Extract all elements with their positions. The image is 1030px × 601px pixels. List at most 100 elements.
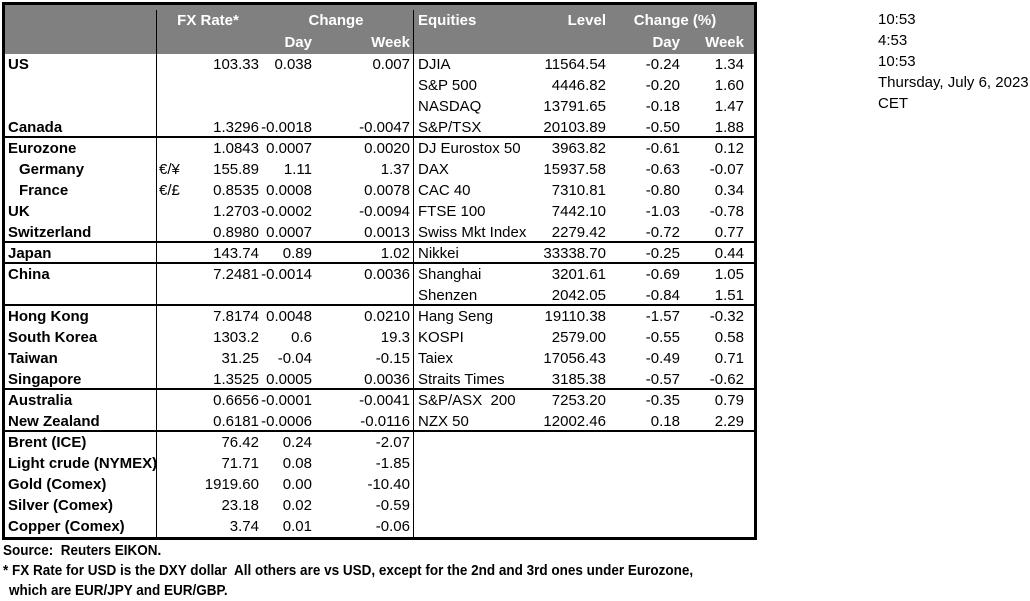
equity-level-value: 19110.38 — [544, 308, 606, 325]
row-spacer — [744, 495, 754, 516]
header-row-2: Day Week Day Week — [5, 32, 754, 54]
fx-week-change-value: -0.0041 — [359, 392, 410, 409]
currency-pair-label — [157, 474, 181, 495]
currency-pair-label — [157, 306, 181, 327]
equity-level-value: 4446.82 — [551, 77, 606, 94]
row-spacer — [744, 285, 754, 304]
equity-index-name — [413, 432, 536, 453]
row-spacer — [744, 390, 754, 411]
table-row: China 7.2481 -0.0014 0.0036 Shanghai 3201.61 -… — [5, 264, 754, 285]
fx-rate-value — [181, 75, 259, 96]
table-row: Light crude (NYMEX) 71.71 0.08 -1.85 — [5, 453, 754, 474]
currency-pair-label: €/£ — [159, 182, 180, 199]
equity-index-name: Shenzen — [413, 285, 536, 304]
header-empty-cell — [536, 32, 606, 54]
market-summary-table: FX Rate* Change Equities Level Change (%… — [2, 2, 757, 540]
footnotes: Source: Reuters EIKON. * FX Rate for USD… — [3, 541, 770, 601]
equity-level-value: 7442.10 — [551, 203, 606, 220]
table-row: UK 1.2703 -0.0002 -0.0094 FTSE 100 7442.10 -1.… — [5, 201, 754, 222]
fx-day-change-value: -0.0002 — [261, 203, 312, 220]
equity-index-name: Hang Seng — [413, 306, 536, 327]
equity-index-name — [413, 516, 536, 537]
fx-rate-value: 1.0843 — [213, 140, 259, 157]
equity-week-change-value: -0.07 — [709, 161, 744, 178]
table-row: Brent (ICE) 76.42 0.24 -2.07 — [5, 432, 754, 453]
currency-pair-label — [157, 222, 181, 241]
fx-change-header: Change — [308, 12, 364, 29]
fx-week-change-value: 1.37 — [380, 161, 410, 178]
fx-day-change-value: 0.0007 — [266, 140, 312, 157]
row-label: Germany — [5, 159, 157, 180]
fx-day-change-value: -0.0018 — [261, 119, 312, 136]
fx-day-change-value: -0.0006 — [261, 413, 312, 430]
equity-week-change-value: 0.58 — [714, 329, 744, 346]
fx-rate-value: 1.2703 — [213, 203, 259, 220]
equity-index-name: FTSE 100 — [413, 201, 536, 222]
table-row: Australia 0.6656 -0.0001 -0.0041 S&P/ASX 200… — [5, 390, 754, 411]
time-1: 10:53 — [878, 11, 916, 28]
equity-day-change-value: -0.80 — [645, 182, 680, 199]
table-header: FX Rate* Change Equities Level Change (%… — [5, 5, 754, 54]
fx-week-change-value: 0.0078 — [364, 182, 410, 199]
fx-week-change-value: 0.0020 — [364, 140, 410, 157]
fx-week-change-value: 19.3 — [380, 329, 410, 346]
fx-day-change-value: 1.11 — [283, 161, 312, 178]
row-spacer — [744, 474, 754, 495]
equity-week-change-value: 0.12 — [714, 140, 744, 157]
fx-rate-footnote-text-1: * FX Rate for USD is the DXY dollar All … — [3, 562, 694, 579]
row-label: China — [5, 264, 157, 285]
fx-rate-value — [181, 285, 259, 304]
fx-rate-value: 23.18 — [221, 497, 259, 514]
equity-level-value: 2579.00 — [551, 329, 606, 346]
row-label: Eurozone — [5, 138, 157, 159]
equity-week-change-value — [680, 432, 744, 453]
fx-day-change-value: 0.0008 — [266, 182, 312, 199]
row-spacer — [744, 96, 754, 117]
equity-week-change-value: 1.34 — [714, 56, 744, 73]
equity-index-name: DJIA — [413, 54, 536, 75]
fx-week-change-value: -0.15 — [375, 350, 410, 367]
equity-level-value — [536, 474, 606, 495]
level-header: Level — [567, 12, 606, 29]
header-spacer — [744, 32, 754, 54]
equity-level-value — [536, 516, 606, 537]
row-label: Singapore — [5, 369, 157, 388]
row-label: US — [5, 54, 157, 75]
currency-pair-label — [157, 390, 181, 411]
equity-week-change-value: 0.77 — [714, 224, 744, 241]
currency-pair-label — [157, 369, 181, 388]
fx-week-change-value: -0.59 — [375, 497, 410, 514]
row-spacer — [744, 201, 754, 222]
equities-day-header: Day — [652, 34, 680, 51]
equity-day-change-value: -1.03 — [645, 203, 680, 220]
equity-level-value: 2279.42 — [551, 224, 606, 241]
equity-level-value: 3963.82 — [551, 140, 606, 157]
equity-week-change-value — [680, 453, 744, 474]
fx-day-change-value: 0.0048 — [266, 308, 312, 325]
row-spacer — [744, 222, 754, 241]
currency-pair-label — [157, 201, 181, 222]
currency-pair-label — [157, 432, 181, 453]
equity-index-name: S&P/TSX — [413, 117, 536, 136]
equity-level-value: 17056.43 — [543, 350, 606, 367]
row-label: Brent (ICE) — [5, 432, 157, 453]
equity-index-name: NZX 50 — [413, 411, 536, 430]
table-row: Japan 143.74 0.89 1.02 Nikkei 33338.70 -0.25 0.… — [5, 243, 754, 264]
table-row: Copper (Comex) 3.74 0.01 -0.06 — [5, 516, 754, 537]
date-line: Thursday, July 6, 2023 — [878, 74, 1029, 91]
fx-day-change-value: 0.038 — [274, 56, 312, 73]
equity-level-value: 3201.61 — [551, 266, 606, 283]
fx-week-change-value: 0.007 — [372, 56, 410, 73]
table-row: Eurozone 1.0843 0.0007 0.0020 DJ Eurostox 50… — [5, 138, 754, 159]
fx-rate-value: 0.8535 — [213, 182, 259, 199]
equity-week-change-value: 0.79 — [714, 392, 744, 409]
equity-index-name: S&P 500 — [413, 75, 536, 96]
fx-day-change-value: -0.0001 — [261, 392, 312, 409]
row-label: Japan — [5, 243, 157, 262]
row-spacer — [744, 75, 754, 96]
fx-rate-value: 1303.2 — [213, 329, 259, 346]
currency-pair-label — [157, 411, 181, 430]
equity-day-change-value: -1.57 — [645, 308, 680, 325]
row-spacer — [744, 117, 754, 136]
table-row: Singapore 1.3525 0.0005 0.0036 Straits Times… — [5, 369, 754, 390]
